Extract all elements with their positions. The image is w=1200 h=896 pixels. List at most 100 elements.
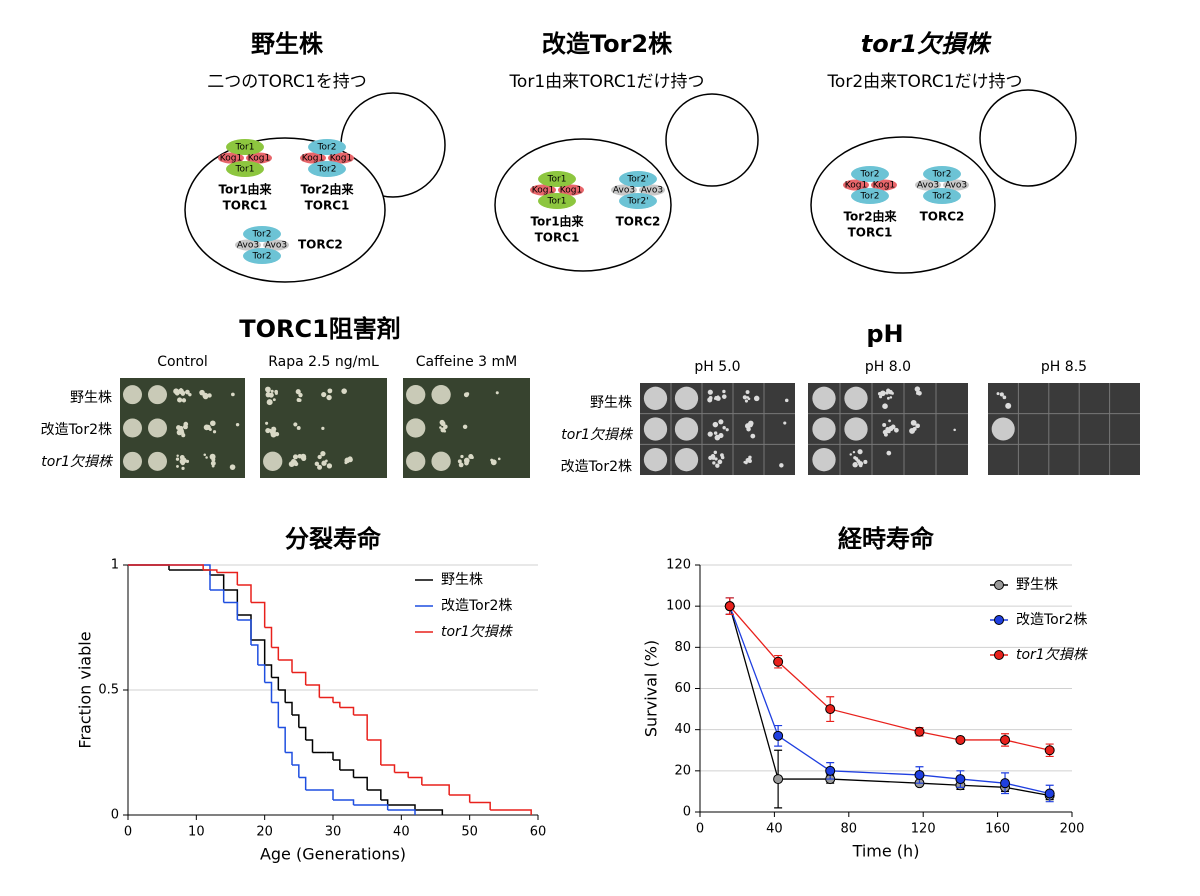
- complex-side: [235, 239, 261, 251]
- plate: [403, 378, 530, 478]
- colony: [317, 454, 322, 460]
- step-segment: [271, 701, 280, 728]
- data-point: [1044, 745, 1055, 756]
- legend-label: tor1欠損株: [1016, 647, 1089, 663]
- colony: [210, 420, 216, 427]
- colony: [274, 432, 280, 437]
- colony: [914, 386, 921, 392]
- assay-title: TORC1阻害剤: [239, 315, 401, 343]
- spot: [643, 417, 668, 441]
- complex-label: TORC2: [616, 215, 661, 229]
- colony: [208, 428, 212, 432]
- complex: Tor2' Tor2'Avo3 Avo3 TORC2: [611, 171, 665, 229]
- complex-top: [923, 166, 961, 182]
- subunit-label: Kog1: [220, 154, 242, 164]
- assay-title: pH: [866, 320, 903, 348]
- step-segment: [394, 771, 409, 778]
- colony: [295, 389, 301, 395]
- step-segment: [210, 589, 225, 603]
- colony: [298, 392, 303, 398]
- step-segment: [223, 601, 239, 620]
- colony: [713, 431, 718, 435]
- colony: [753, 395, 760, 402]
- complex-side: [530, 184, 556, 196]
- step-segment: [203, 569, 218, 573]
- colony: [327, 388, 333, 394]
- legend-marker: [994, 650, 1004, 660]
- column-label: Rapa 2.5 ng/mL: [268, 354, 379, 370]
- colony: [231, 392, 235, 397]
- colony: [886, 450, 892, 456]
- subunit-label: Kog1: [532, 186, 554, 196]
- colony: [211, 464, 215, 468]
- colony: [321, 460, 327, 466]
- colony: [852, 450, 856, 454]
- colony: [713, 397, 717, 400]
- colony: [210, 460, 216, 466]
- step-segment: [367, 739, 382, 765]
- step-segment: [251, 601, 266, 628]
- colony: [182, 424, 188, 430]
- complex-side: [263, 239, 289, 251]
- colony: [181, 398, 187, 403]
- colony: [953, 428, 956, 432]
- step-segment: [387, 809, 416, 815]
- step-segment: [257, 664, 266, 683]
- legend-label: 改造Tor2株: [1016, 612, 1087, 628]
- column-label: pH 5.0: [694, 359, 740, 375]
- subunit-label: Kog1: [560, 186, 582, 196]
- colony: [439, 426, 442, 429]
- subunit-label: Tor1: [547, 175, 567, 185]
- subunit-label: Tor1: [547, 197, 567, 207]
- colony: [470, 455, 474, 460]
- spot: [812, 386, 836, 410]
- colony: [177, 397, 183, 403]
- subunit-label: Tor1: [235, 165, 255, 175]
- cell-bud: [979, 89, 1077, 187]
- data-point: [1000, 778, 1011, 789]
- data-point: [825, 704, 836, 715]
- spot: [263, 451, 283, 471]
- colony: [889, 396, 893, 399]
- data-point: [773, 656, 784, 667]
- colony: [314, 461, 320, 467]
- subunit-label: Tor2: [932, 192, 952, 202]
- colony: [720, 453, 724, 458]
- colony: [722, 426, 726, 430]
- colony: [879, 395, 883, 399]
- colony: [849, 453, 852, 456]
- complex-label: TORC1: [535, 231, 580, 245]
- y-tick-label: 1: [111, 558, 119, 573]
- step-segment: [237, 614, 252, 640]
- subunit-label: Tor2': [626, 197, 648, 207]
- colony: [326, 394, 332, 401]
- colony: [882, 403, 888, 410]
- step-segment: [380, 764, 396, 773]
- x-tick-label: 10: [188, 825, 205, 840]
- colony: [462, 424, 468, 430]
- colony: [747, 459, 752, 464]
- data-point: [955, 734, 966, 745]
- colony: [443, 424, 448, 430]
- colony: [999, 392, 1004, 397]
- colony: [882, 422, 887, 427]
- colony: [185, 389, 190, 395]
- step-segment: [408, 776, 423, 785]
- colony: [321, 392, 327, 398]
- colony: [1002, 395, 1007, 400]
- colony: [320, 450, 326, 457]
- colony: [463, 457, 470, 464]
- complex-side: [843, 179, 869, 191]
- legend-marker: [994, 580, 1004, 590]
- step-segment: [278, 726, 286, 753]
- data-point: [1044, 788, 1055, 799]
- colony: [495, 391, 499, 395]
- colony: [347, 456, 353, 462]
- x-tick-label: 160: [985, 822, 1010, 837]
- spot: [674, 417, 699, 441]
- plate: [260, 378, 387, 478]
- step-segment: [305, 684, 321, 698]
- step-segment: [353, 776, 368, 790]
